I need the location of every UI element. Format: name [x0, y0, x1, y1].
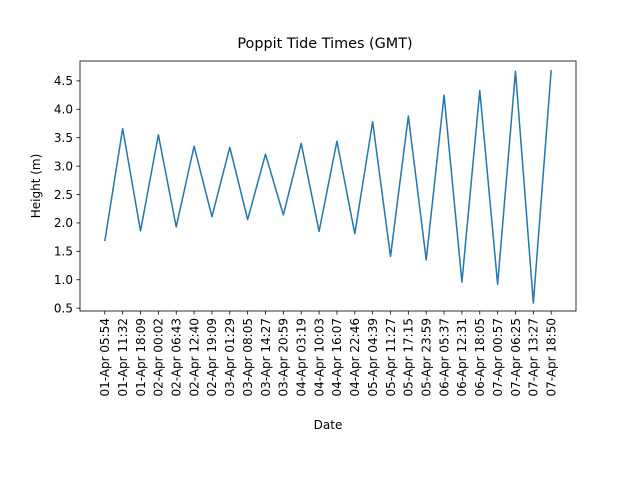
x-axis: 01-Apr 05:54 01-Apr 11:32 01-Apr 18:09 02-A…: [98, 311, 559, 397]
y-tick-label: 0.5: [54, 301, 73, 315]
y-tick-label: 1.5: [54, 245, 73, 259]
x-tick-label: 03-Apr 01:29: [223, 318, 237, 397]
x-tick-label: 03-Apr 20:59: [277, 318, 291, 397]
x-tick-label: 01-Apr 11:32: [116, 318, 130, 397]
x-tick-label: 07-Apr 18:50: [545, 318, 559, 397]
x-tick-label: 05-Apr 23:59: [420, 318, 434, 397]
y-tick-label: 1.0: [54, 273, 73, 287]
x-tick-label: 06-Apr 18:05: [473, 318, 487, 397]
x-tick-label: 04-Apr 10:03: [312, 318, 326, 397]
y-tick-label: 2.5: [54, 188, 73, 202]
x-tick-label: 04-Apr 16:07: [330, 318, 344, 397]
y-tick-label: 2.0: [54, 216, 73, 230]
y-axis: 0.5 1.0 1.5 2.0 2.5 3.0 3.5 4.0 4.5: [54, 74, 80, 315]
y-tick-label: 4.5: [54, 74, 73, 88]
x-tick-label: 07-Apr 06:25: [509, 318, 523, 397]
y-tick-label: 4.0: [54, 103, 73, 117]
y-axis-label: Height (m): [29, 154, 43, 219]
plot-frame: [79, 60, 577, 312]
x-tick-label: 01-Apr 05:54: [98, 318, 112, 397]
y-tick-label: 3.0: [54, 159, 73, 173]
x-tick-label: 02-Apr 06:43: [170, 318, 184, 397]
x-tick-label: 02-Apr 00:02: [152, 318, 166, 397]
x-tick-label: 01-Apr 18:09: [134, 318, 148, 397]
x-tick-label: 03-Apr 08:05: [241, 318, 255, 397]
x-tick-label: 07-Apr 13:27: [527, 318, 541, 397]
plot-area: [104, 70, 552, 304]
x-tick-label: 05-Apr 04:39: [366, 318, 380, 397]
tide-height-line: [104, 70, 552, 304]
x-tick-label: 02-Apr 12:40: [187, 318, 201, 397]
x-tick-label: 06-Apr 12:31: [455, 318, 469, 397]
x-tick-label: 05-Apr 17:15: [402, 318, 416, 397]
x-tick-label: 02-Apr 19:09: [205, 318, 219, 397]
x-tick-label: 07-Apr 00:57: [491, 318, 505, 397]
x-axis-label: Date: [314, 418, 343, 432]
x-tick-label: 03-Apr 14:27: [259, 318, 273, 397]
x-tick-label: 04-Apr 22:46: [348, 318, 362, 397]
x-tick-label: 05-Apr 11:27: [384, 318, 398, 397]
chart-title: Poppit Tide Times (GMT): [237, 36, 412, 52]
y-tick-label: 3.5: [54, 131, 73, 145]
x-tick-label: 06-Apr 05:37: [437, 318, 451, 397]
x-tick-label: 04-Apr 03:19: [295, 318, 309, 397]
